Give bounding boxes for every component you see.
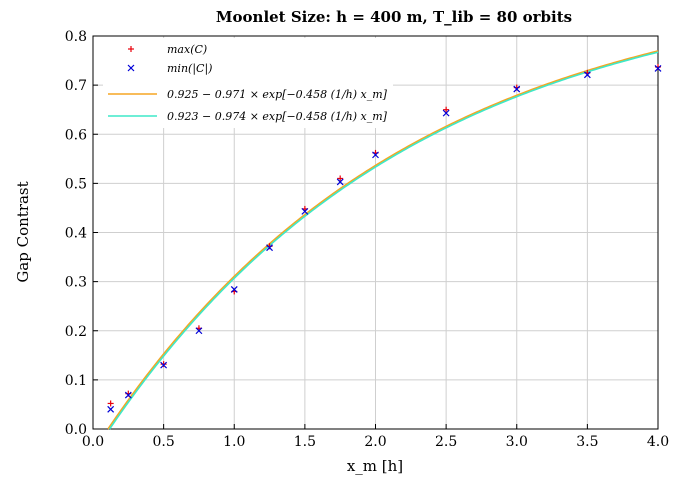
- legend-box: [103, 38, 393, 128]
- y-tick-label: 0.3: [65, 275, 87, 291]
- min-c-point: [513, 85, 521, 93]
- min-c-point: [266, 244, 273, 252]
- min-c-point: [372, 151, 379, 159]
- legend-label: max(C): [167, 43, 207, 56]
- x-axis-title: x_m [h]: [347, 457, 403, 475]
- y-tick-label: 0.0: [65, 422, 87, 438]
- legend-item: min(|C|): [127, 62, 212, 76]
- x-tick-label: 0.0: [82, 434, 104, 450]
- fit-line-3: [108, 51, 659, 430]
- y-tick-label: 0.7: [65, 78, 87, 94]
- max-c-point: [128, 46, 134, 52]
- min-c-point: [230, 286, 238, 293]
- legend: max(C) min(|C|) 0.925 − 0.971 × exp[−0.458…: [103, 38, 393, 128]
- max-c-point: [443, 106, 450, 113]
- y-tick-label: 0.4: [65, 226, 87, 242]
- y-tick-label: 0.8: [65, 29, 87, 45]
- min-c-point: [301, 207, 309, 215]
- x-tick-label: 1.0: [223, 434, 245, 450]
- legend-label: 0.925 − 0.971 × exp[−0.458 (1/h) x_m]: [167, 88, 388, 101]
- y-axis-title: Gap Contrast: [14, 181, 32, 282]
- legend-label: min(|C|): [167, 62, 212, 76]
- min-c-point: [124, 391, 132, 399]
- x-tick-label: 3.5: [576, 434, 598, 450]
- min-c-point: [107, 405, 115, 413]
- x-tick-label: 1.5: [294, 434, 316, 450]
- min-c-point: [654, 64, 662, 72]
- min-c-point: [127, 64, 135, 72]
- legend-item: 0.925 − 0.971 × exp[−0.458 (1/h) x_m]: [108, 88, 388, 101]
- max-c-point: [107, 400, 114, 407]
- fit-line-2: [107, 50, 659, 430]
- x-tick-label: 3.0: [506, 434, 528, 450]
- tick-labels: 0.0 0.5 1.0 1.5 2.0 2.5 3.0 3.5 4.0 0.0 0.1 0.2 0.3 0…: [65, 29, 669, 450]
- ticks: [92, 35, 659, 430]
- legend-label: 0.923 − 0.974 × exp[−0.458 (1/h) x_m]: [167, 110, 388, 123]
- x-tick-label: 4.0: [647, 434, 669, 450]
- min-c-point: [442, 109, 450, 117]
- y-tick-label: 0.5: [65, 176, 87, 192]
- max-c-point: [160, 361, 167, 368]
- min-c-point: [195, 327, 203, 335]
- min-c-point: [583, 71, 591, 79]
- y-tick-label: 0.2: [65, 324, 87, 340]
- chart-title: Moonlet Size: h = 400 m, T_lib = 80 orbi…: [216, 8, 572, 26]
- min-c-point: [336, 178, 344, 186]
- legend-item: 0.923 − 0.974 × exp[−0.458 (1/h) x_m]: [108, 110, 388, 123]
- y-tick-label: 0.1: [65, 373, 87, 389]
- x-tick-label: 2.0: [364, 434, 386, 450]
- x-tick-label: 2.5: [435, 434, 457, 450]
- y-tick-label: 0.6: [65, 127, 87, 143]
- min-c-point: [160, 361, 168, 369]
- fit-lines: [107, 50, 659, 430]
- data-points: [107, 63, 662, 413]
- legend-item: max(C): [128, 43, 207, 56]
- max-c-point: [337, 175, 344, 182]
- x-tick-label: 0.5: [152, 434, 174, 450]
